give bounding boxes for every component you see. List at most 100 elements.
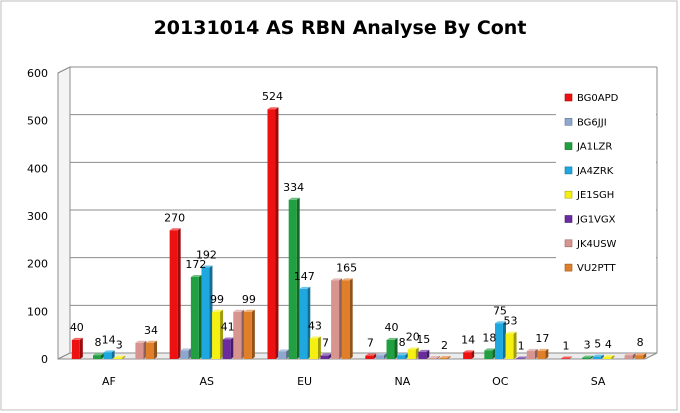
data-label: 75 <box>493 304 507 317</box>
bar-front <box>222 339 231 359</box>
bar-top <box>190 275 202 278</box>
x-tick-label: EU <box>297 375 312 388</box>
bar-side <box>632 353 636 359</box>
bar-front <box>494 323 503 359</box>
bar-front <box>635 355 644 359</box>
bar-top <box>320 353 332 356</box>
bar-side <box>251 309 255 359</box>
bar-top <box>222 337 234 340</box>
bar-side <box>502 321 506 359</box>
bar-top <box>267 107 279 110</box>
bar-side <box>188 348 192 359</box>
bar-front <box>537 350 546 359</box>
bar <box>537 348 549 359</box>
legend-label: JA4ZRK <box>576 166 614 177</box>
data-label: 147 <box>294 270 315 283</box>
bar <box>439 356 451 359</box>
data-label: 2 <box>441 339 448 352</box>
y-tick-label: 400 <box>27 162 48 175</box>
data-label: 43 <box>308 320 322 333</box>
bar-side <box>545 348 549 359</box>
bar-front <box>386 339 395 359</box>
bar-top <box>407 347 419 350</box>
data-label: 7 <box>322 337 329 350</box>
bar-top <box>418 349 430 352</box>
bar-side <box>349 278 353 359</box>
bar-top <box>375 353 387 356</box>
x-tick-label: AS <box>199 375 214 388</box>
legend-swatch <box>564 118 573 126</box>
bar <box>560 356 572 360</box>
legend-swatch <box>564 215 573 223</box>
bar-side <box>643 353 647 359</box>
data-label: 5 <box>594 338 601 351</box>
bar-top <box>233 309 245 312</box>
bar-top <box>516 356 528 359</box>
bar-front <box>341 280 350 359</box>
data-label: 8 <box>95 336 102 349</box>
bar <box>635 353 647 359</box>
bar-top <box>299 286 311 289</box>
bar-front <box>365 355 374 359</box>
data-label: 14 <box>461 333 475 346</box>
bar-top <box>331 278 343 281</box>
bar-top <box>592 354 604 357</box>
bar <box>267 107 279 359</box>
bar-front <box>407 349 416 359</box>
bar-side <box>307 286 311 359</box>
data-label: 524 <box>262 90 283 103</box>
bar-front <box>299 288 308 359</box>
bar-top <box>201 265 213 268</box>
bar-front <box>516 358 525 360</box>
data-label: 8 <box>637 336 644 349</box>
bar-top <box>93 353 105 356</box>
legend-swatch <box>564 239 573 248</box>
bar-front <box>93 355 102 359</box>
bar-side <box>373 353 377 359</box>
bar-front <box>428 358 437 359</box>
bar <box>233 309 245 359</box>
data-label: 99 <box>210 293 224 306</box>
bar <box>288 197 300 359</box>
bar-side <box>122 355 126 359</box>
data-label: 8 <box>399 336 406 349</box>
bar <box>428 356 440 359</box>
data-label: 3 <box>116 339 123 352</box>
bar <box>463 350 475 359</box>
legend-swatch <box>564 166 573 175</box>
y-tick-label: 600 <box>27 67 48 80</box>
legend-swatch <box>564 93 573 102</box>
bar-front <box>418 351 427 359</box>
bar-side <box>492 348 496 359</box>
bar-side <box>154 340 158 359</box>
data-label: 4 <box>605 338 612 351</box>
bar-top <box>624 353 636 356</box>
data-label: 3 <box>584 339 591 352</box>
data-label: 192 <box>196 248 217 261</box>
bar-top <box>365 353 377 356</box>
bar <box>397 353 409 359</box>
bar <box>201 265 213 359</box>
bar <box>418 349 430 359</box>
bar <box>71 337 83 359</box>
legend-label: JA1LZR <box>576 142 612 153</box>
bar <box>278 349 290 359</box>
legend: BG0APD BG6JJI JA1LZR JA4ZRK JE1SGH JG1VGX JK4U… <box>556 80 656 280</box>
bar <box>331 278 343 359</box>
bar-top <box>560 356 572 359</box>
bar-front <box>169 230 178 359</box>
bar <box>103 350 115 359</box>
data-label: 17 <box>535 332 549 345</box>
legend-label: VU2PTT <box>577 263 616 274</box>
bar-front <box>146 342 155 359</box>
bar-front <box>320 355 329 359</box>
bar-top <box>386 337 398 340</box>
bar-front <box>288 199 297 359</box>
data-label: 172 <box>185 258 206 271</box>
bar-side <box>471 350 475 359</box>
bar <box>299 286 311 359</box>
bar-top <box>103 350 115 353</box>
bar-side <box>286 349 290 359</box>
bar <box>375 353 387 359</box>
